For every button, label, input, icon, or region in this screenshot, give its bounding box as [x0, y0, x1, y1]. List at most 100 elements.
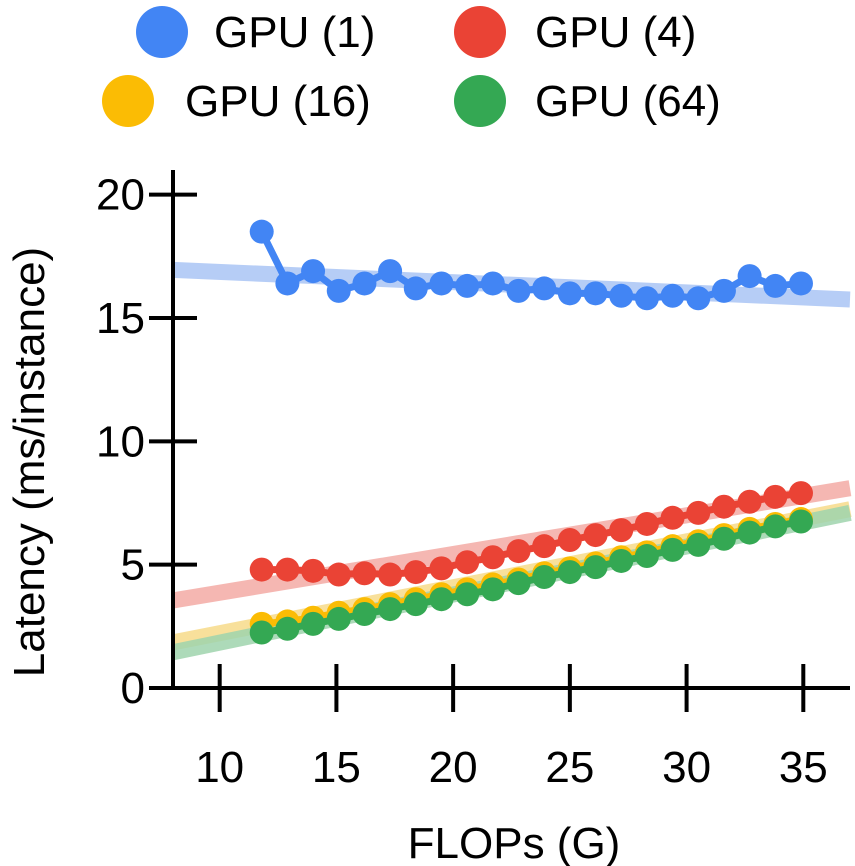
data-point-gpu-1: [326, 278, 351, 303]
legend-item-gpu-4: GPU (4): [454, 6, 696, 58]
data-point-gpu-4: [326, 562, 351, 587]
data-point-gpu-4: [557, 528, 582, 552]
data-point-gpu-64: [352, 602, 377, 626]
y-tick-label: 15: [96, 294, 145, 343]
legend-marker-gpu-64: [454, 75, 506, 127]
data-point-gpu-4: [788, 481, 813, 506]
data-point-gpu-1: [583, 281, 608, 306]
axes: 0 5 10 15 20 10 15 20 25 30 35: [96, 170, 850, 792]
legend-marker-gpu-4: [454, 6, 506, 58]
legend-label-gpu-64: GPU (64): [535, 77, 721, 126]
data-point-gpu-4: [686, 500, 711, 525]
y-tick-label: 10: [96, 417, 145, 466]
data-point-gpu-1: [455, 273, 480, 298]
data-point-gpu-4: [480, 545, 505, 570]
legend-marker-gpu-1: [136, 6, 188, 58]
legend-item-gpu-64: GPU (64): [454, 75, 721, 127]
data-point-gpu-64: [326, 606, 351, 631]
data-point-gpu-1: [557, 281, 582, 306]
data-point-gpu-1: [711, 278, 736, 303]
data-point-gpu-1: [249, 219, 274, 244]
data-point-gpu-64: [660, 537, 685, 562]
x-tick-label: 20: [429, 743, 478, 792]
data-point-gpu-1: [378, 259, 403, 284]
data-point-gpu-4: [583, 523, 608, 548]
data-point-gpu-64: [378, 597, 403, 622]
x-tick-label: 15: [312, 743, 361, 792]
data-point-gpu-4: [403, 560, 428, 585]
y-axis-label: Latency (ms/instance): [5, 247, 54, 677]
data-point-gpu-4: [352, 561, 377, 586]
y-tick-label: 0: [121, 664, 145, 713]
series-gpu-64: [249, 509, 813, 645]
data-point-gpu-4: [301, 558, 326, 583]
series-line-gpu-4: [261, 489, 802, 579]
data-point-gpu-1: [480, 271, 505, 296]
data-point-gpu-4: [249, 557, 274, 582]
data-point-gpu-64: [301, 611, 326, 636]
series-gpu-1: [249, 219, 813, 311]
data-point-gpu-1: [532, 276, 557, 301]
data-point-gpu-64: [429, 587, 454, 612]
series-line-gpu-1: [258, 230, 802, 302]
data-point-gpu-4: [455, 550, 480, 575]
data-point-gpu-4: [609, 518, 634, 543]
data-series: [249, 219, 813, 645]
data-point-gpu-1: [660, 283, 685, 308]
data-point-gpu-4: [275, 557, 300, 582]
data-point-gpu-64: [609, 548, 634, 573]
x-tick-label: 30: [662, 743, 711, 792]
data-point-gpu-64: [455, 582, 480, 607]
data-point-gpu-4: [378, 562, 403, 587]
data-point-gpu-64: [557, 560, 582, 585]
data-point-gpu-64: [788, 509, 813, 534]
data-point-gpu-4: [711, 494, 736, 519]
data-point-gpu-64: [711, 526, 736, 551]
data-point-gpu-1: [737, 264, 762, 289]
x-tick-label: 10: [195, 743, 244, 792]
data-point-gpu-64: [275, 616, 300, 641]
series-line-gpu-16: [261, 515, 802, 628]
trend-lines: [171, 261, 852, 661]
data-point-gpu-4: [634, 511, 659, 536]
data-point-gpu-1: [352, 271, 377, 296]
data-point-gpu-4: [660, 505, 685, 530]
data-point-gpu-64: [532, 565, 557, 589]
data-point-gpu-64: [634, 544, 659, 569]
x-axis-label: FLOPs (G): [408, 819, 621, 866]
y-tick-label: 5: [121, 541, 145, 590]
data-point-gpu-4: [506, 539, 531, 564]
legend-label-gpu-4: GPU (4): [535, 8, 696, 57]
data-point-gpu-4: [763, 484, 788, 509]
data-point-gpu-1: [609, 283, 634, 308]
data-point-gpu-64: [686, 532, 711, 557]
x-tick-label: 35: [779, 743, 828, 792]
data-point-gpu-1: [506, 278, 531, 303]
legend-item-gpu-16: GPU (16): [102, 75, 371, 127]
series-gpu-4: [249, 481, 813, 587]
legend-label-gpu-1: GPU (1): [214, 8, 375, 57]
data-point-gpu-1: [429, 271, 454, 296]
data-point-gpu-64: [480, 577, 505, 602]
data-point-gpu-1: [763, 273, 788, 298]
y-tick-label: 20: [96, 171, 145, 220]
data-point-gpu-64: [737, 520, 762, 545]
series-line-gpu-64: [261, 518, 802, 636]
data-point-gpu-4: [532, 534, 557, 559]
data-point-gpu-64: [403, 592, 428, 617]
data-point-gpu-1: [634, 286, 659, 311]
legend: GPU (1) GPU (4) GPU (16) GPU (64): [102, 6, 721, 127]
data-point-gpu-64: [249, 620, 274, 645]
data-point-gpu-1: [403, 276, 428, 301]
legend-marker-gpu-16: [102, 75, 154, 127]
data-point-gpu-64: [506, 571, 531, 596]
data-point-gpu-64: [583, 555, 608, 580]
data-point-gpu-4: [737, 489, 762, 514]
x-tick-label: 25: [545, 743, 594, 792]
legend-label-gpu-16: GPU (16): [185, 77, 371, 126]
data-point-gpu-4: [429, 556, 454, 581]
data-point-gpu-1: [301, 259, 326, 284]
legend-item-gpu-1: GPU (1): [136, 6, 375, 58]
data-point-gpu-1: [275, 271, 300, 296]
